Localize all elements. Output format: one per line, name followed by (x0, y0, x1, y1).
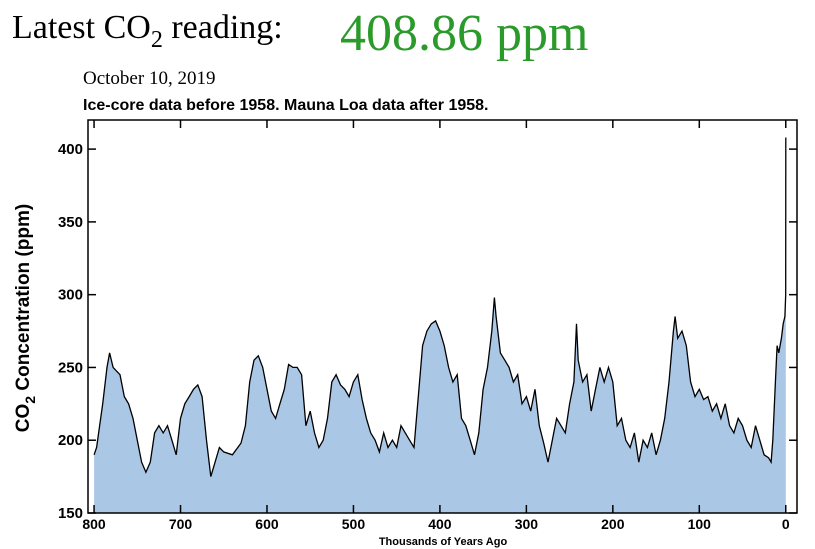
chart-title: Ice-core data before 1958. Mauna Loa dat… (83, 97, 489, 114)
y-label-prefix: CO (13, 404, 34, 433)
label-suffix: reading: (163, 9, 283, 46)
label-prefix: Latest CO (12, 9, 151, 46)
y-tick-label: 250 (58, 359, 83, 376)
x-tick-label: 600 (255, 516, 279, 532)
x-tick-label: 0 (782, 516, 790, 532)
x-axis-label: Thousands of Years Ago (379, 536, 508, 548)
x-tick-label: 800 (82, 516, 106, 532)
reading-value: 408.86 ppm (340, 5, 588, 62)
area (94, 137, 786, 513)
y-tick-label: 300 (58, 287, 83, 304)
x-tick-label: 400 (428, 516, 452, 532)
x-tick-label: 100 (688, 516, 712, 532)
line (93, 137, 787, 477)
date: October 10, 2019 (83, 68, 215, 89)
y-label-suffix: Concentration (ppm) (13, 204, 34, 396)
x-tick-label: 700 (169, 516, 193, 532)
reading-label: Latest CO2 reading: (12, 9, 283, 53)
y-tick-label: 400 (58, 141, 83, 158)
y-tick-label: 350 (58, 214, 83, 231)
x-tick-label: 200 (601, 516, 625, 532)
label-sub: 2 (151, 27, 163, 53)
y-label-sub: 2 (22, 396, 38, 404)
y-axis-label: CO2 Concentration (ppm) (13, 204, 38, 432)
y-tick-label: 150 (58, 505, 83, 522)
x-tick-label: 500 (342, 516, 366, 532)
y-tick-label: 200 (58, 432, 83, 449)
plot-frame (87, 119, 798, 514)
x-tick-label: 300 (515, 516, 539, 532)
